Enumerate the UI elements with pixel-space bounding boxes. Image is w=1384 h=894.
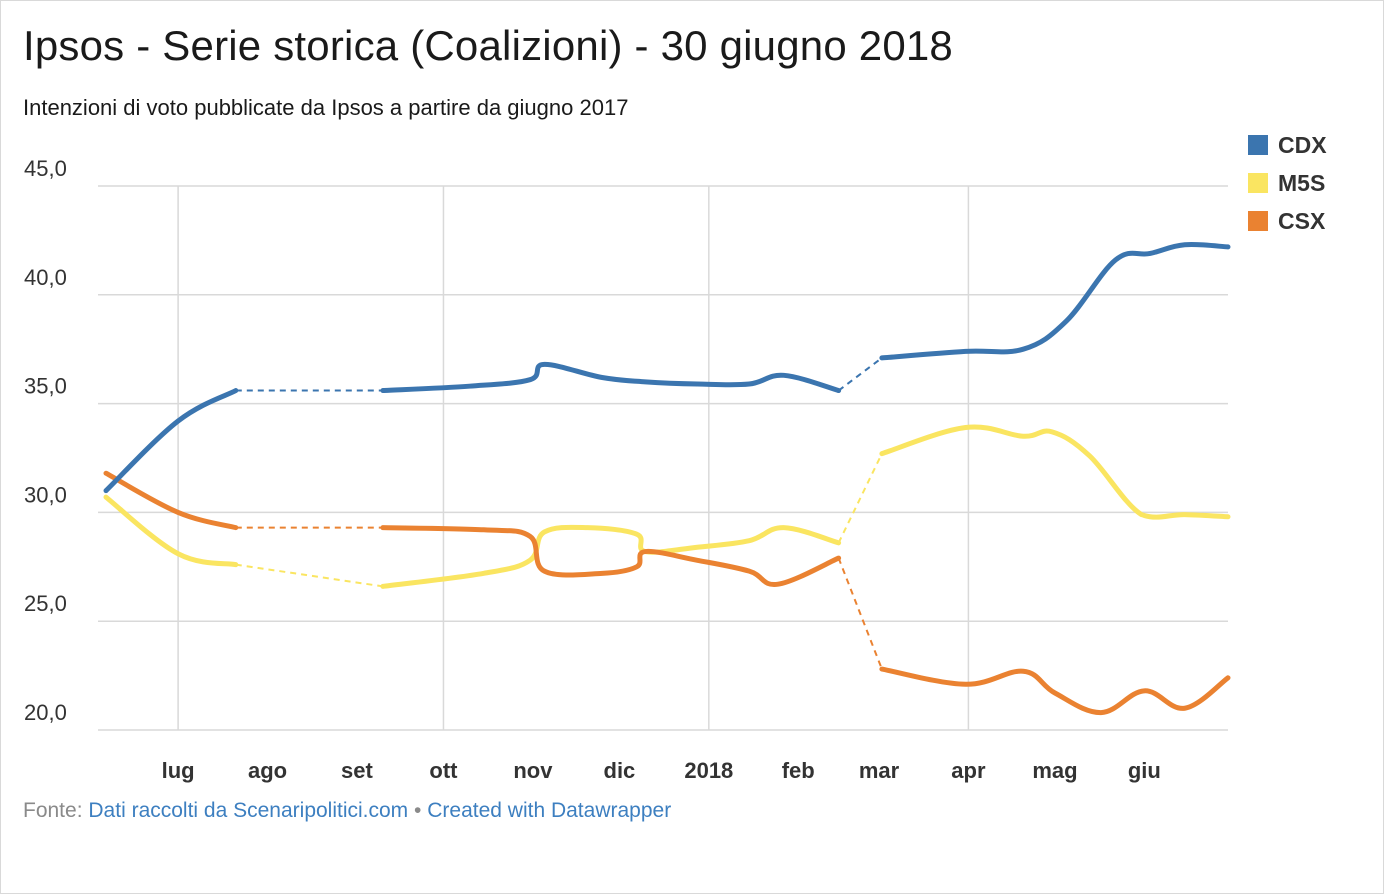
series-line-csx: [879, 666, 1231, 716]
series-line-m5s: [380, 524, 842, 589]
y-tick-label: 30,0: [24, 482, 67, 507]
chart-subtitle: Intenzioni di voto pubblicate da Ipsos a…: [23, 95, 629, 120]
legend-label-cdx: CDX: [1278, 131, 1327, 158]
series-line-cdx: [879, 241, 1231, 361]
series-gap-m5s: [837, 453, 883, 544]
x-tick-label: feb: [782, 758, 815, 783]
x-tick-label: mag: [1032, 758, 1077, 783]
legend-swatch-cdx: [1248, 135, 1268, 155]
y-tick-label: 25,0: [24, 591, 67, 616]
datawrapper-link[interactable]: Created with Datawrapper: [427, 799, 672, 822]
x-tick-label: 2018: [684, 758, 733, 783]
x-tick-label: nov: [513, 758, 553, 783]
series-gap-csx: [837, 557, 883, 670]
footer: Fonte: Dati raccolti da Scenaripolitici.…: [23, 799, 671, 823]
x-tick-label: mar: [859, 758, 900, 783]
y-tick-label: 20,0: [24, 700, 67, 725]
y-tick-label: 45,0: [24, 156, 67, 181]
footer-prefix: Fonte:: [23, 799, 83, 822]
x-tick-label: set: [341, 758, 373, 783]
series-line-csx: [380, 525, 842, 587]
axis-ticks: 45,0 40,0 35,0 30,0 25,0 20,0 lug ago set ott nov d…: [24, 156, 1161, 783]
series-line-cdx: [380, 361, 842, 394]
legend-label-csx: CSX: [1278, 207, 1326, 234]
legend-swatch-csx: [1248, 211, 1268, 231]
x-tick-label: lug: [162, 758, 195, 783]
y-tick-label: 40,0: [24, 265, 67, 290]
grid: [98, 185, 1228, 731]
x-tick-label: apr: [951, 758, 986, 783]
series-gap-m5s: [235, 563, 384, 588]
chart-title: Ipsos - Serie storica (Coalizioni) - 30 …: [23, 22, 953, 69]
series-line-m5s: [879, 424, 1231, 520]
legend: CDX M5S CSX: [1248, 126, 1327, 240]
legend-item-m5s: M5S: [1248, 164, 1327, 202]
x-tick-label: ago: [248, 758, 287, 783]
series-line-csx: [103, 470, 239, 531]
source-link[interactable]: Dati raccolti da Scenaripolitici.com: [88, 799, 409, 822]
legend-label-m5s: M5S: [1278, 169, 1326, 196]
series-line-cdx: [103, 388, 239, 494]
x-tick-label: dic: [604, 758, 636, 783]
x-tick-label: ott: [429, 758, 458, 783]
y-tick-label: 35,0: [24, 374, 67, 399]
series-lines: [103, 241, 1231, 716]
series-gap-cdx: [838, 357, 883, 392]
legend-item-cdx: CDX: [1248, 126, 1327, 164]
series-line-m5s: [103, 494, 239, 568]
footer-separator: •: [414, 799, 422, 822]
legend-item-csx: CSX: [1248, 202, 1327, 240]
legend-swatch-m5s: [1248, 173, 1268, 193]
x-tick-label: giu: [1128, 758, 1161, 783]
